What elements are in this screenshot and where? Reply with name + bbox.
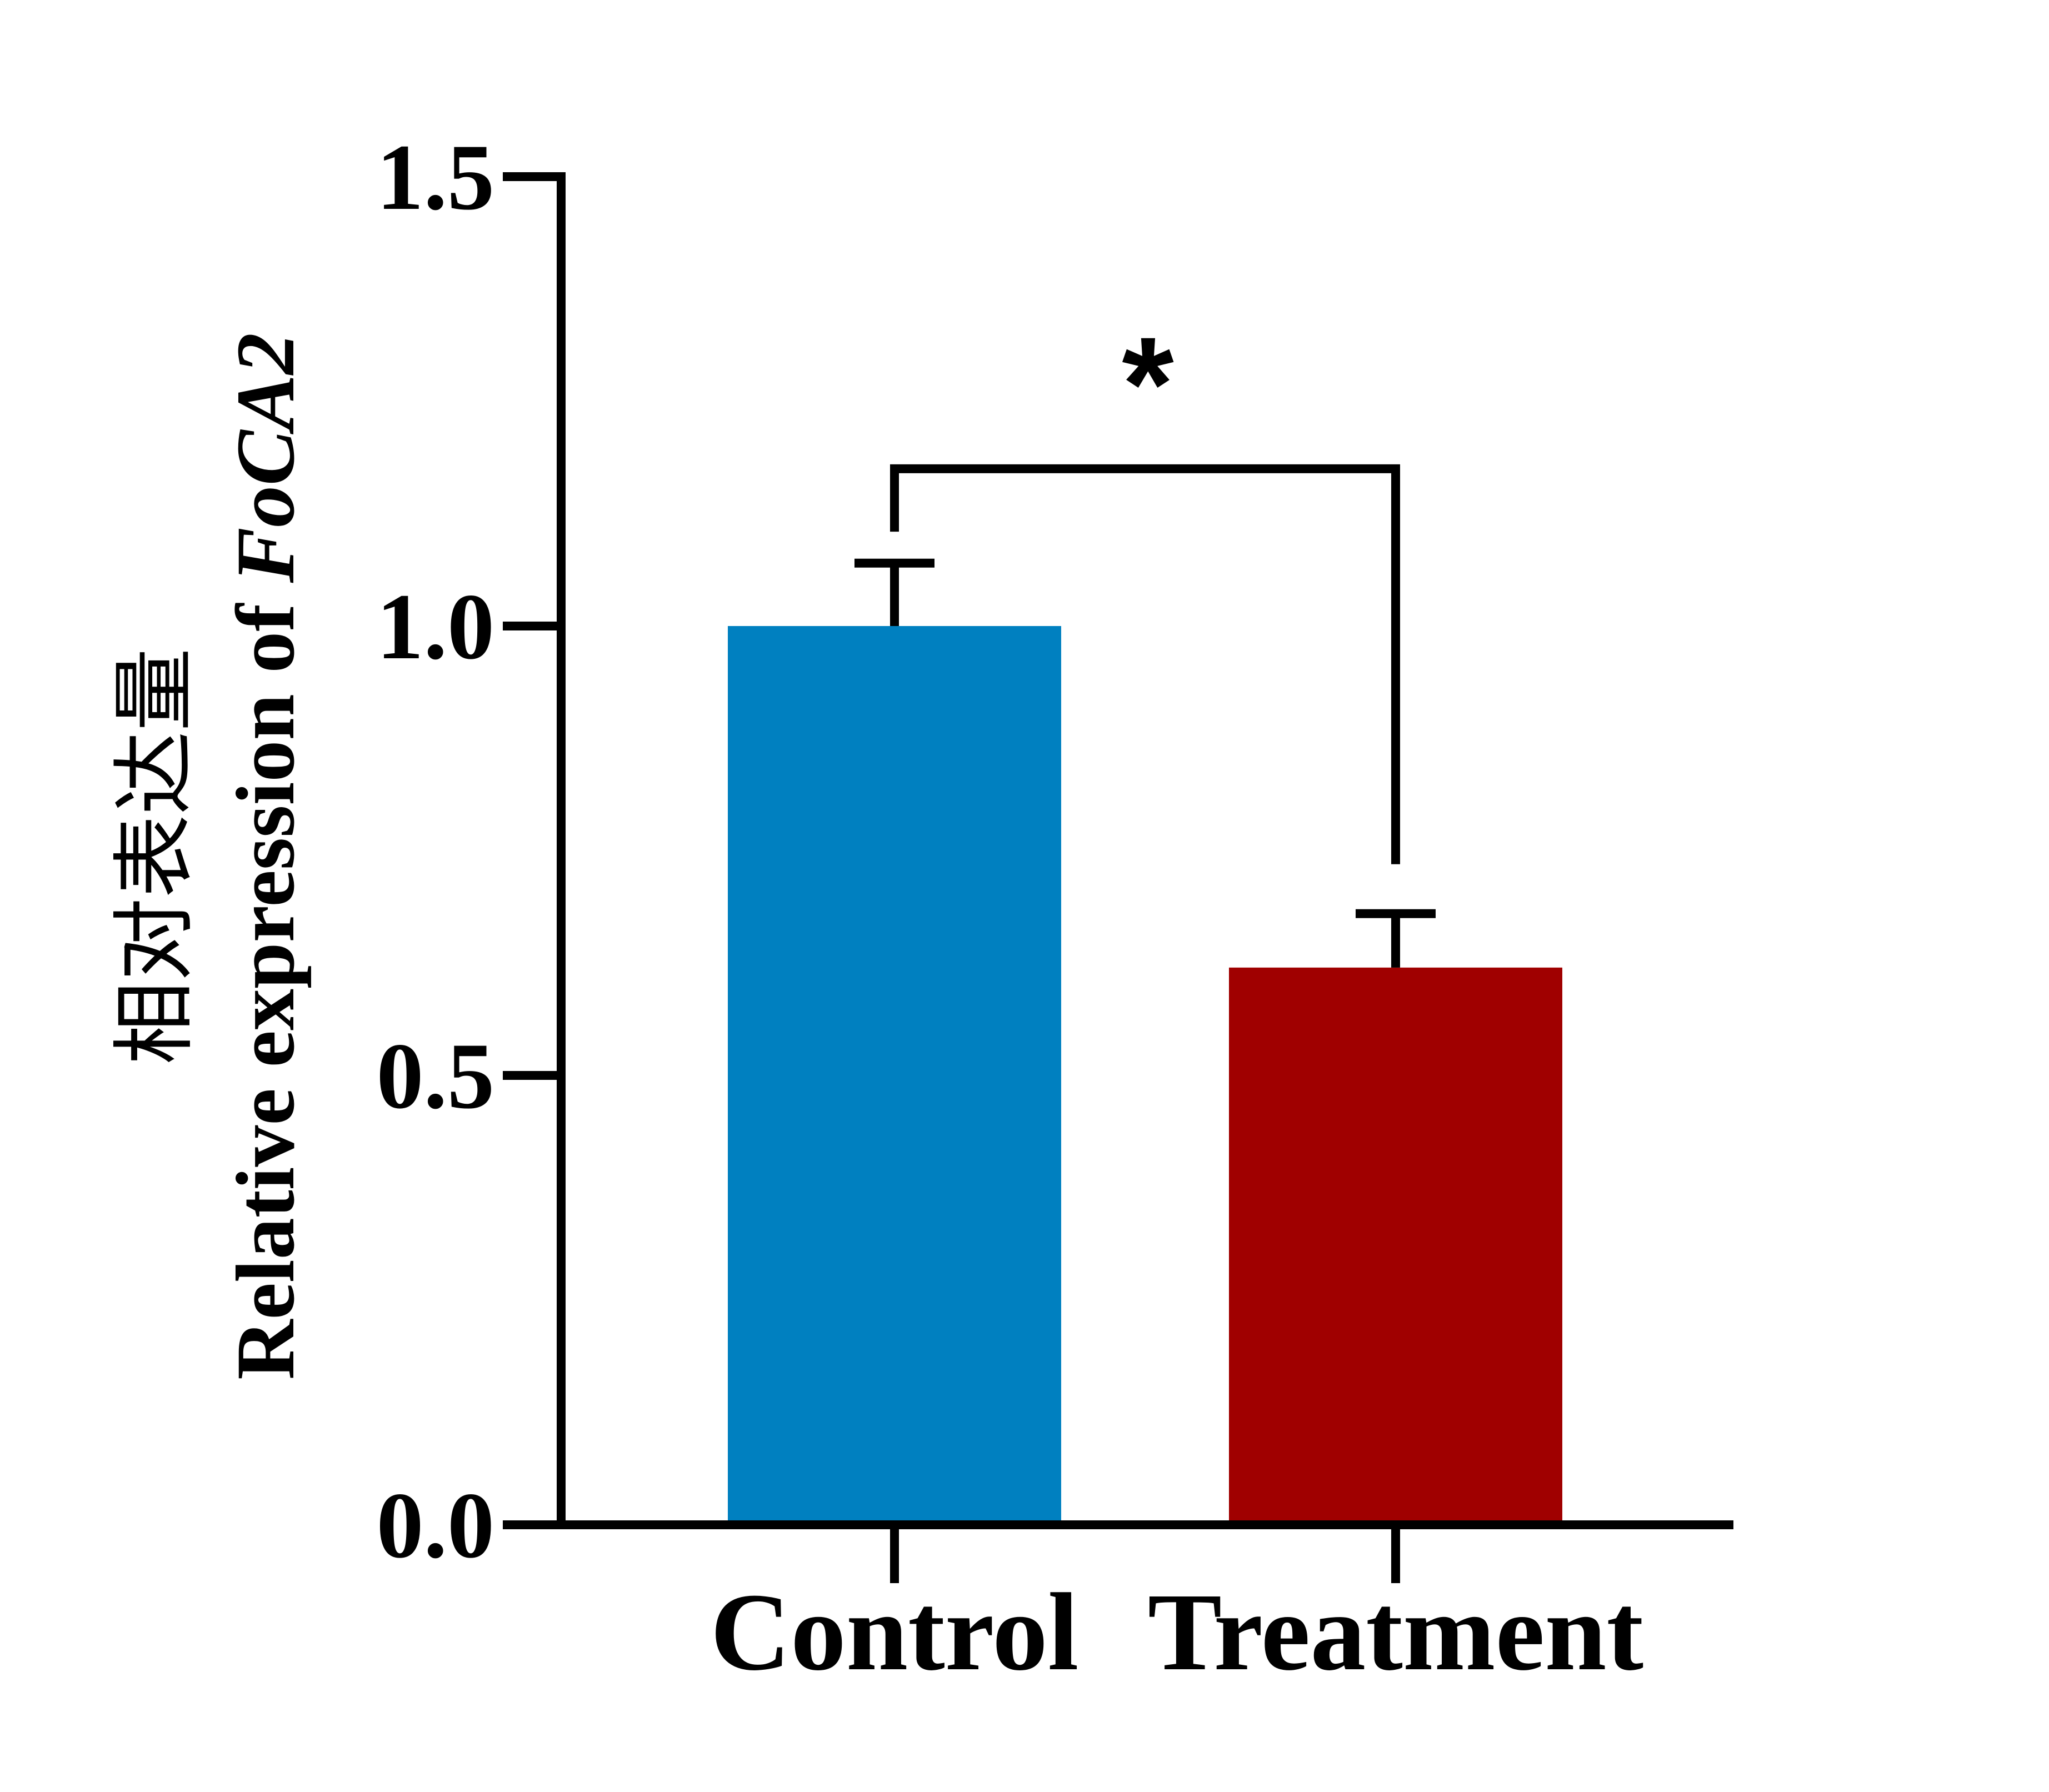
axes-layer <box>503 172 1733 1583</box>
significance-label: * <box>1122 309 1174 458</box>
y-tick-label: 0.5 <box>377 1024 495 1128</box>
y-axis-label-prefix: Relative expression of <box>219 583 312 1380</box>
bar-control <box>728 626 1061 1525</box>
y-axis-label-english: Relative expression of FoCA2 <box>219 333 312 1380</box>
bars-layer <box>728 626 1562 1525</box>
bar-treatment <box>1229 967 1562 1525</box>
y-tick-label: 1.5 <box>377 125 495 229</box>
significance-bracket <box>890 464 1400 864</box>
y-axis-label-chinese: 相对表达量 <box>107 648 203 1064</box>
x-tick-label-control: Control <box>711 1571 1079 1694</box>
error-bars-layer <box>854 558 1436 968</box>
y-tick-label: 1.0 <box>377 574 495 679</box>
significance-layer: * <box>890 309 1400 864</box>
y-axis-label-gene: FoCA2 <box>219 333 312 583</box>
x-tick-label-treatment: Treatment <box>1148 1571 1643 1694</box>
labels-layer: 0.0 0.5 1.0 1.5 Control Treatment 相对表达量 Relativ… <box>107 125 1643 1694</box>
y-tick-label: 0.0 <box>377 1473 495 1578</box>
